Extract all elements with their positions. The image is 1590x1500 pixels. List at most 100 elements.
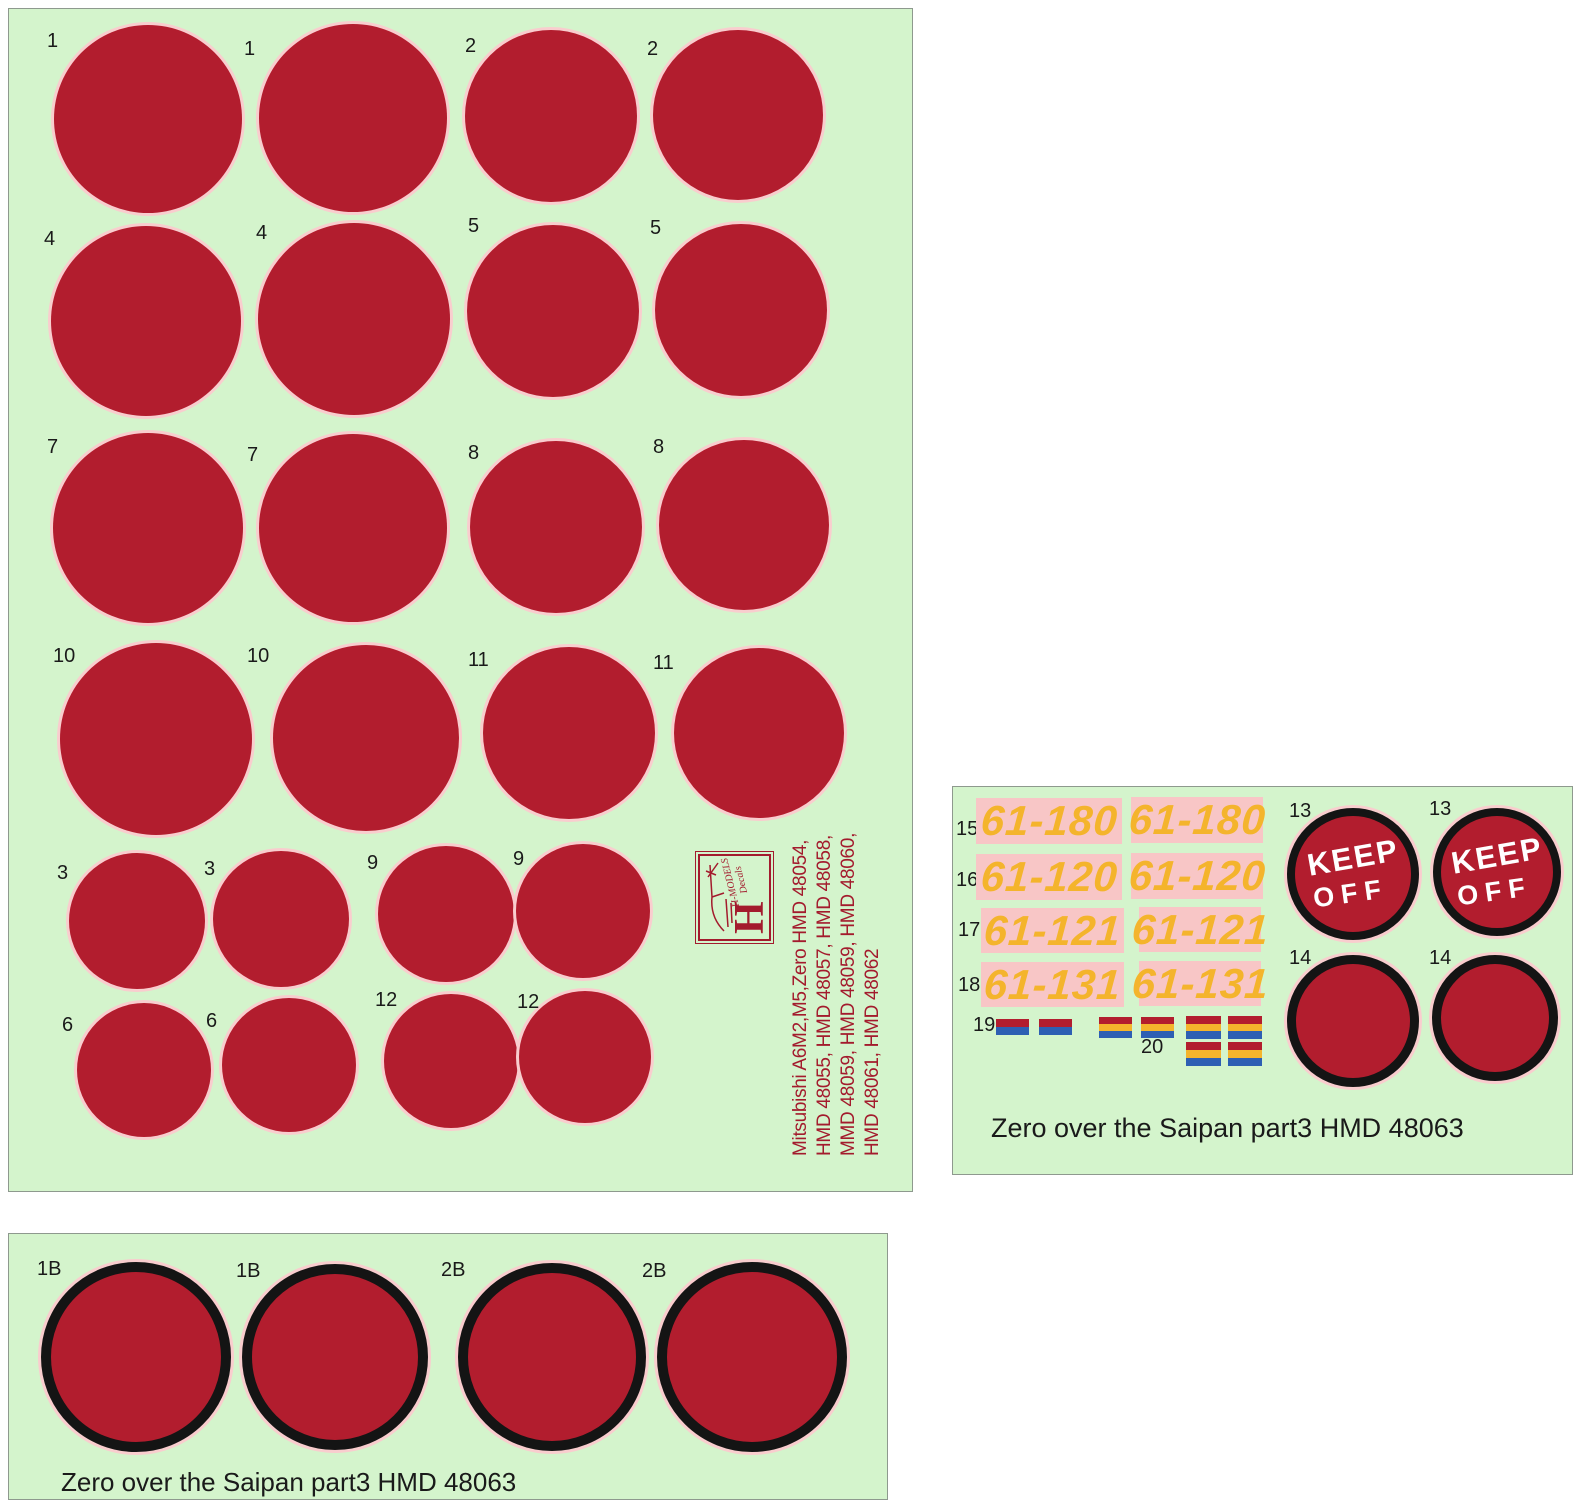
ringed-roundel-decal bbox=[41, 1262, 231, 1452]
blue-stripe-band bbox=[1228, 1058, 1262, 1066]
tail-code-plate-decal: 61-131 bbox=[1130, 960, 1270, 1007]
tail-code-text: 61-131 bbox=[982, 960, 1123, 1008]
decal-sheet-hinomaru-main: H H-MODELS Decals Mitsubishi A6M2,M5,Zer… bbox=[8, 8, 913, 1192]
fuselage-stripe-decal bbox=[996, 1019, 1029, 1035]
decal-number-label: 2 bbox=[647, 38, 659, 60]
h-models-logo: H H-MODELS Decals bbox=[695, 850, 774, 945]
ringed-roundel-decal bbox=[458, 1263, 646, 1451]
tail-code-plate-decal: 61-120 bbox=[1127, 852, 1267, 899]
hinomaru-roundel-decal bbox=[467, 225, 639, 397]
decal-number-label: 15 bbox=[956, 818, 979, 840]
hinomaru-roundel-decal bbox=[378, 846, 514, 982]
decal-number-label: 6 bbox=[62, 1014, 74, 1036]
blue-stripe-band bbox=[1186, 1058, 1221, 1066]
hinomaru-roundel-decal bbox=[384, 994, 518, 1128]
fuselage-stripe-decal bbox=[1039, 1019, 1072, 1035]
red-stripe-band bbox=[1099, 1017, 1132, 1024]
decal-number-label: 3 bbox=[204, 858, 216, 880]
tail-code-plate-decal: 61-120 bbox=[976, 853, 1122, 900]
blue-stripe-band bbox=[1186, 1031, 1221, 1040]
keep-off-disc-decal: KEEP OFF bbox=[1433, 808, 1561, 936]
hinomaru-roundel-decal bbox=[259, 434, 447, 622]
keep-off-text-line1: KEEP bbox=[1304, 831, 1402, 883]
decal-number-label: 18 bbox=[958, 974, 981, 996]
hinomaru-roundel-decal bbox=[659, 440, 829, 610]
fuselage-stripe-decal bbox=[1099, 1017, 1132, 1038]
hinomaru-roundel-decal bbox=[222, 998, 356, 1132]
decal-number-label: 14 bbox=[1289, 947, 1312, 969]
decal-number-label: 17 bbox=[958, 919, 981, 941]
ringed-roundel-decal bbox=[657, 1262, 847, 1452]
blue-stripe-band bbox=[996, 1027, 1029, 1035]
tail-code-plate-decal: 61-180 bbox=[976, 797, 1122, 844]
tail-code-text: 61-121 bbox=[1130, 905, 1271, 953]
decal-number-label: 13 bbox=[1289, 800, 1312, 822]
decal-number-label: 11 bbox=[653, 652, 674, 674]
red-stripe-band bbox=[1141, 1017, 1174, 1024]
hinomaru-roundel-decal bbox=[53, 433, 243, 623]
tail-code-plate-decal: 61-121 bbox=[1130, 906, 1270, 953]
fuselage-stripe-decal bbox=[1228, 1042, 1262, 1066]
hinomaru-roundel-decal bbox=[653, 30, 823, 200]
tail-code-text: 61-120 bbox=[1127, 852, 1268, 899]
decal-number-label: 1B bbox=[37, 1258, 62, 1280]
decal-number-label: 2B bbox=[642, 1260, 667, 1282]
decal-number-label: 1 bbox=[47, 30, 59, 52]
decal-number-label: 12 bbox=[375, 989, 398, 1011]
ringed-roundel-decal bbox=[242, 1264, 428, 1450]
decal-number-label: 4 bbox=[256, 222, 268, 244]
red-stripe-band bbox=[1228, 1042, 1262, 1050]
decal-number-label: 6 bbox=[206, 1010, 218, 1032]
red-stripe-band bbox=[1039, 1019, 1072, 1027]
hinomaru-roundel-decal bbox=[465, 30, 637, 202]
yellow-stripe-band bbox=[1141, 1024, 1174, 1031]
decal-number-label: 3 bbox=[57, 862, 69, 884]
decal-number-label: 10 bbox=[247, 645, 270, 667]
decal-number-label: 13 bbox=[1429, 798, 1452, 820]
hinomaru-roundel-decal bbox=[54, 25, 242, 213]
decal-number-label: 8 bbox=[468, 442, 480, 464]
hinomaru-roundel-decal bbox=[258, 223, 450, 415]
decal-number-label: 2 bbox=[465, 35, 477, 57]
yellow-stripe-band bbox=[1099, 1024, 1132, 1031]
decal-number-label: 16 bbox=[956, 869, 979, 891]
hinomaru-roundel-decal bbox=[77, 1003, 211, 1137]
ringed-roundel-decal bbox=[1287, 955, 1419, 1087]
decal-number-label: 7 bbox=[47, 436, 59, 458]
keep-off-disc-decal: KEEP OFF bbox=[1287, 808, 1419, 940]
side-text-line: Mitsubishi A6M2,M5,Zero HMD 48054, bbox=[790, 839, 811, 1156]
blue-stripe-band bbox=[1099, 1031, 1132, 1038]
decal-number-label: 1 bbox=[244, 38, 256, 60]
fuselage-stripe-decal bbox=[1141, 1017, 1174, 1038]
hinomaru-roundel-decal bbox=[483, 647, 655, 819]
decal-number-label: 11 bbox=[468, 649, 489, 671]
ringed-roundel-decal bbox=[1432, 955, 1558, 1081]
decal-number-label: 9 bbox=[367, 852, 379, 874]
hinomaru-roundel-decal bbox=[51, 226, 241, 416]
blue-stripe-band bbox=[1039, 1027, 1072, 1035]
decal-number-label: 10 bbox=[53, 645, 76, 667]
yellow-stripe-band bbox=[1228, 1050, 1262, 1058]
tail-code-text: 61-180 bbox=[979, 797, 1120, 844]
sheet-title: Zero over the Saipan part3 HMD 48063 bbox=[61, 1467, 517, 1497]
red-stripe-band bbox=[1186, 1042, 1221, 1050]
side-text-line: MMD 48059, HMD 48059, HMD 48060, bbox=[838, 832, 859, 1156]
decal-number-label: 8 bbox=[653, 436, 665, 458]
tail-code-plate-decal: 61-121 bbox=[981, 907, 1124, 954]
decal-number-label: 14 bbox=[1429, 947, 1452, 969]
tail-code-plate-decal: 61-131 bbox=[981, 960, 1124, 1008]
blue-stripe-band bbox=[1141, 1031, 1174, 1038]
hinomaru-roundel-decal bbox=[519, 991, 651, 1123]
decal-number-label: 1B bbox=[236, 1260, 261, 1282]
fuselage-stripe-decal bbox=[1186, 1042, 1221, 1066]
aircraft-sketch-icon bbox=[705, 862, 733, 932]
hinomaru-roundel-decal bbox=[60, 643, 252, 835]
decal-sheet-saipan-detail: Zero over the Saipan part3 HMD 48063 15 6… bbox=[952, 786, 1573, 1175]
blue-stripe-band bbox=[1228, 1031, 1262, 1040]
hinomaru-roundel-decal bbox=[470, 441, 642, 613]
side-text-line: HMD 48061, HMD 48062 bbox=[862, 948, 883, 1156]
catalog-number-side-text: Mitsubishi A6M2,M5,Zero HMD 48054, HMD 4… bbox=[789, 826, 887, 1156]
fuselage-stripe-decal bbox=[1186, 1016, 1221, 1040]
yellow-stripe-band bbox=[1186, 1023, 1221, 1032]
fuselage-stripe-decal bbox=[1228, 1016, 1262, 1040]
